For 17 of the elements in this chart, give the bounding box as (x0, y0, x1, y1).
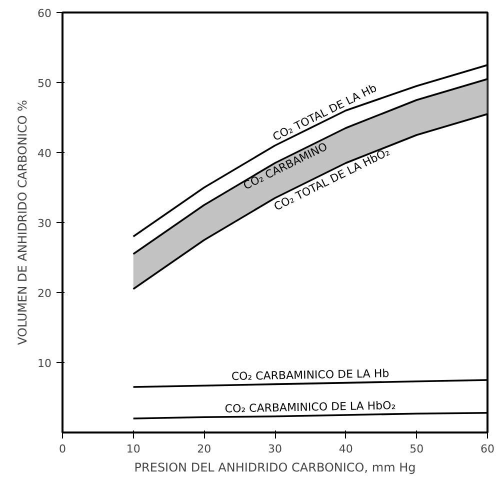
y-axis-title: VOLUMEN DE ANHIDRIDO CARBONICO % (16, 100, 30, 345)
x-tick-label: 50 (410, 442, 424, 456)
series-label: CO₂ CARBAMINICO DE LA Hb (231, 366, 390, 384)
x-tick-label: 40 (338, 442, 353, 456)
y-tick-label: 20 (38, 287, 52, 300)
x-tick-label: 20 (197, 442, 212, 456)
series-label: CO₂ CARBAMINICO DE LA HbO₂ (224, 399, 396, 416)
x-tick-label: 30 (268, 442, 282, 456)
y-tick-label: 40 (38, 147, 52, 160)
y-tick-label: 60 (38, 7, 52, 20)
y-tick-label: 30 (38, 217, 52, 230)
y-tick-label: 50 (38, 77, 52, 90)
x-tick-label: 0 (59, 442, 66, 456)
y-tick-label: 10 (38, 357, 52, 370)
x-tick-label: 10 (126, 442, 140, 456)
x-tick-label: 60 (480, 442, 494, 456)
x-axis-title: PRESION DEL ANHIDRIDO CARBONICO, mm Hg (134, 460, 416, 474)
